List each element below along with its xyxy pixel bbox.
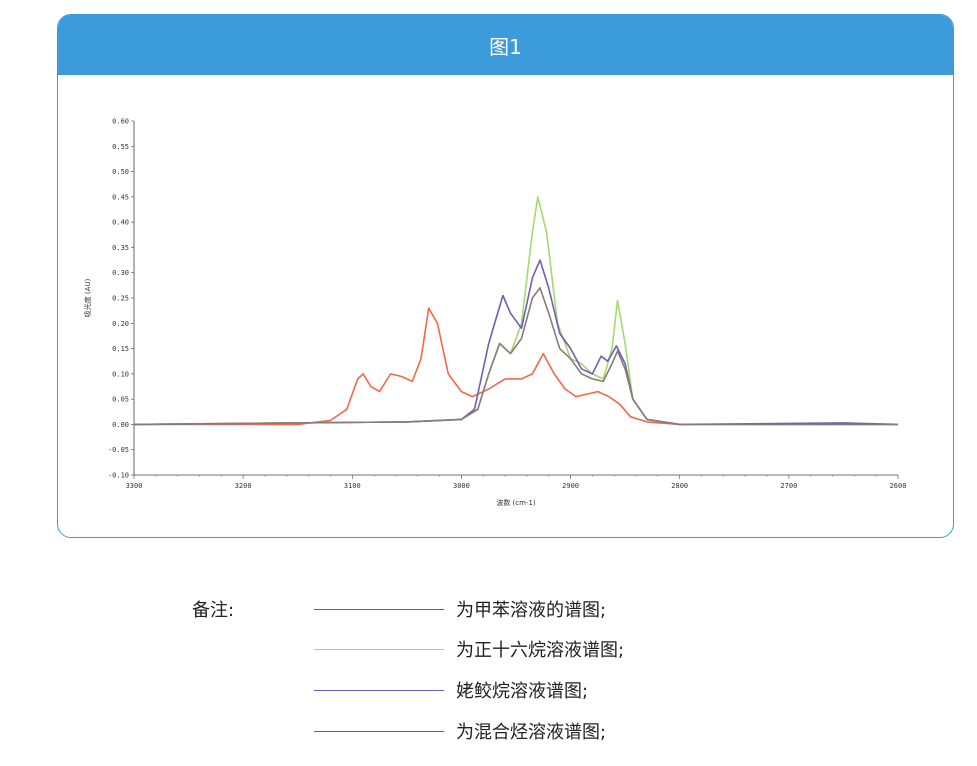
y-tick-label: -0.10 (108, 472, 129, 480)
chart-card: 图1 0.60 0.55 0.50 0.45 0.40 0.35 0.30 0.25 0.20 0… (57, 14, 954, 538)
x-tick-label: 2900 (562, 482, 579, 490)
series-line-2 (133, 196, 898, 426)
x-tick-label: 3300 (126, 482, 143, 490)
y-tick-label: 0.25 (112, 295, 129, 303)
y-tick-label: 0.00 (112, 421, 129, 429)
legend-item: 为混合烃溶液谱图; (314, 718, 606, 744)
y-tick-label: 0.55 (112, 143, 129, 151)
legend-heading: 备注: (192, 600, 235, 621)
x-tick-label: 3100 (344, 482, 361, 490)
y-tick-label: 0.15 (112, 345, 129, 353)
legend-label: 为混合烃溶液谱图; (456, 722, 607, 743)
card-header: 图1 (58, 15, 953, 75)
x-tick-label: 2800 (671, 482, 688, 490)
legend-item: 为正十六烷溶液谱图; (314, 636, 624, 662)
y-tick-label: 0.20 (112, 320, 129, 328)
y-tick-label: 0.30 (112, 269, 129, 277)
legend-item: 姥鲛烷溶液谱图; (314, 677, 588, 703)
y-tick-label: 0.05 (112, 396, 129, 404)
legend-label: 为甲苯溶液的谱图; (456, 600, 607, 621)
y-tick-label: 0.10 (112, 370, 129, 378)
series-line-3 (133, 259, 899, 426)
y-tick-label: 0.50 (112, 168, 129, 176)
legend-swatch (314, 648, 444, 650)
legend-swatch (314, 608, 444, 610)
legend-label: 姥鲛烷溶液谱图; (456, 681, 589, 702)
figure-title: 图1 (489, 34, 522, 59)
x-tick-label: 3000 (453, 482, 470, 490)
x-tick-label: 2700 (780, 482, 797, 490)
y-tick-label: 0.45 (112, 193, 129, 201)
legend-label: 为正十六烷溶液谱图; (456, 640, 625, 661)
x-tick-label: 2600 (890, 482, 907, 490)
series-line-4 (133, 287, 898, 426)
x-axis-label: 波数 (cm-1) (496, 498, 536, 507)
series-line-1 (134, 307, 898, 426)
legend-item: 为甲苯溶液的谱图; (314, 596, 606, 622)
spectrum-chart: 0.60 0.55 0.50 0.45 0.40 0.35 0.30 0.25 0.20 0.15… (83, 118, 907, 508)
y-tick-label: 0.60 (112, 118, 129, 126)
y-axis-label: 吸光度 (AU) (83, 278, 92, 317)
legend-swatch (314, 689, 444, 691)
y-tick-label: 0.40 (112, 219, 129, 227)
x-tick-label: 3200 (235, 482, 252, 490)
y-tick-label: 0.35 (112, 244, 129, 252)
legend-swatch (314, 730, 444, 732)
y-tick-label: -0.05 (108, 446, 129, 454)
